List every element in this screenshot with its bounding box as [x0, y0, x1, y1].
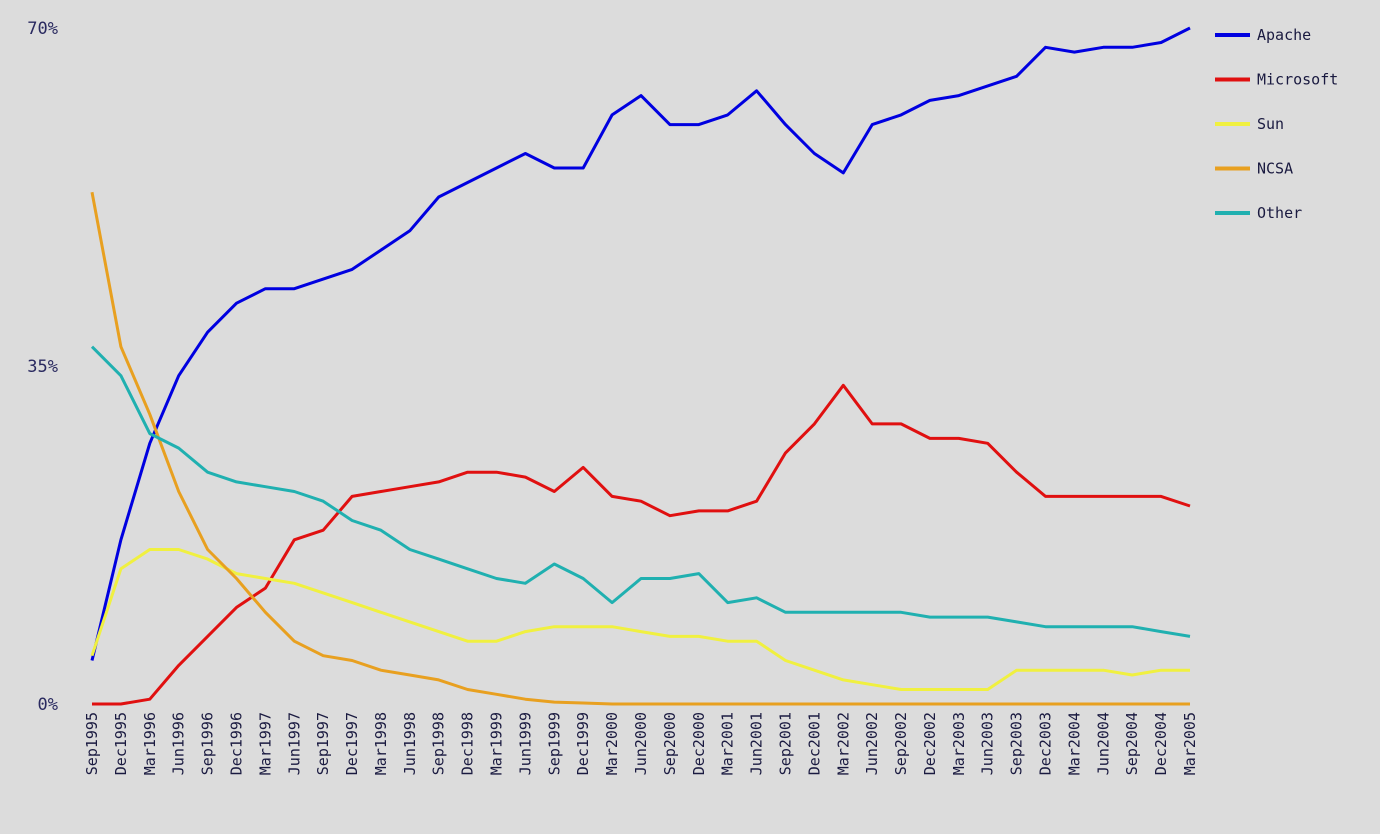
- x-tick-label: Dec2000: [690, 712, 708, 775]
- x-tick-label: Jun2003: [979, 712, 997, 775]
- x-tick-label: Jun1999: [516, 712, 534, 775]
- x-tick-label: Sep1995: [83, 712, 101, 775]
- x-tick-label: Mar2000: [603, 712, 621, 775]
- x-tick-label: Jun2001: [748, 712, 766, 775]
- x-tick-label: Dec1995: [112, 712, 130, 775]
- x-tick-label: Mar2005: [1181, 712, 1199, 775]
- x-tick-label: Mar2002: [834, 712, 852, 775]
- x-tick-label: Jun1996: [170, 712, 188, 775]
- x-tick-label: Dec1998: [459, 712, 477, 775]
- x-tick-label: Jun2004: [1094, 712, 1112, 775]
- series-line: [90, 26, 1191, 661]
- x-tick-label: Jun2000: [632, 712, 650, 775]
- x-tick-label: Mar1999: [488, 712, 506, 775]
- x-tick-label: Dec1997: [343, 712, 361, 775]
- y-tick-label: 35%: [27, 357, 58, 377]
- x-tick-label: Mar2004: [1065, 712, 1083, 775]
- x-tick-label: Dec2001: [805, 712, 823, 775]
- x-tick-label: Mar1996: [141, 712, 159, 775]
- x-tick-label: Dec1996: [227, 712, 245, 775]
- x-tick-label: Mar1997: [256, 712, 274, 775]
- series-line: [90, 548, 1190, 691]
- x-tick-label: Mar2001: [719, 712, 737, 775]
- x-tick-label: Mar1998: [372, 712, 390, 775]
- x-tick-label: Sep1996: [199, 712, 217, 775]
- legend-label: Other: [1257, 204, 1302, 222]
- x-tick-label: Sep1999: [545, 712, 563, 775]
- legend-label: Microsoft: [1257, 71, 1338, 89]
- x-tick-label: Sep2004: [1123, 712, 1141, 775]
- y-tick-label: 0%: [38, 695, 58, 715]
- x-tick-label: Dec2003: [1037, 712, 1055, 775]
- series-line: [92, 383, 1191, 706]
- x-tick-label: Mar2003: [950, 712, 968, 775]
- x-tick-label: Sep2000: [661, 712, 679, 775]
- x-tick-label: Jun1997: [285, 712, 303, 775]
- x-tick-label: Dec1999: [574, 712, 592, 775]
- x-tick-label: Dec2002: [921, 712, 939, 775]
- legend-label: Sun: [1257, 115, 1284, 133]
- legend-label: NCSA: [1257, 160, 1293, 178]
- x-tick-label: Dec2004: [1152, 712, 1170, 775]
- x-tick-label: Sep2003: [1008, 712, 1026, 775]
- x-tick-label: Sep2001: [776, 712, 794, 775]
- x-tick-label: Sep2002: [892, 712, 910, 775]
- legend-label: Apache: [1257, 26, 1311, 44]
- x-tick-label: Jun2002: [863, 712, 881, 775]
- series-line: [90, 345, 1191, 638]
- x-tick-label: Jun1998: [401, 712, 419, 775]
- x-tick-label: Sep1997: [314, 712, 332, 775]
- x-tick-label: Sep1998: [430, 712, 448, 775]
- y-tick-label: 70%: [27, 19, 58, 39]
- series-line: [90, 191, 1190, 706]
